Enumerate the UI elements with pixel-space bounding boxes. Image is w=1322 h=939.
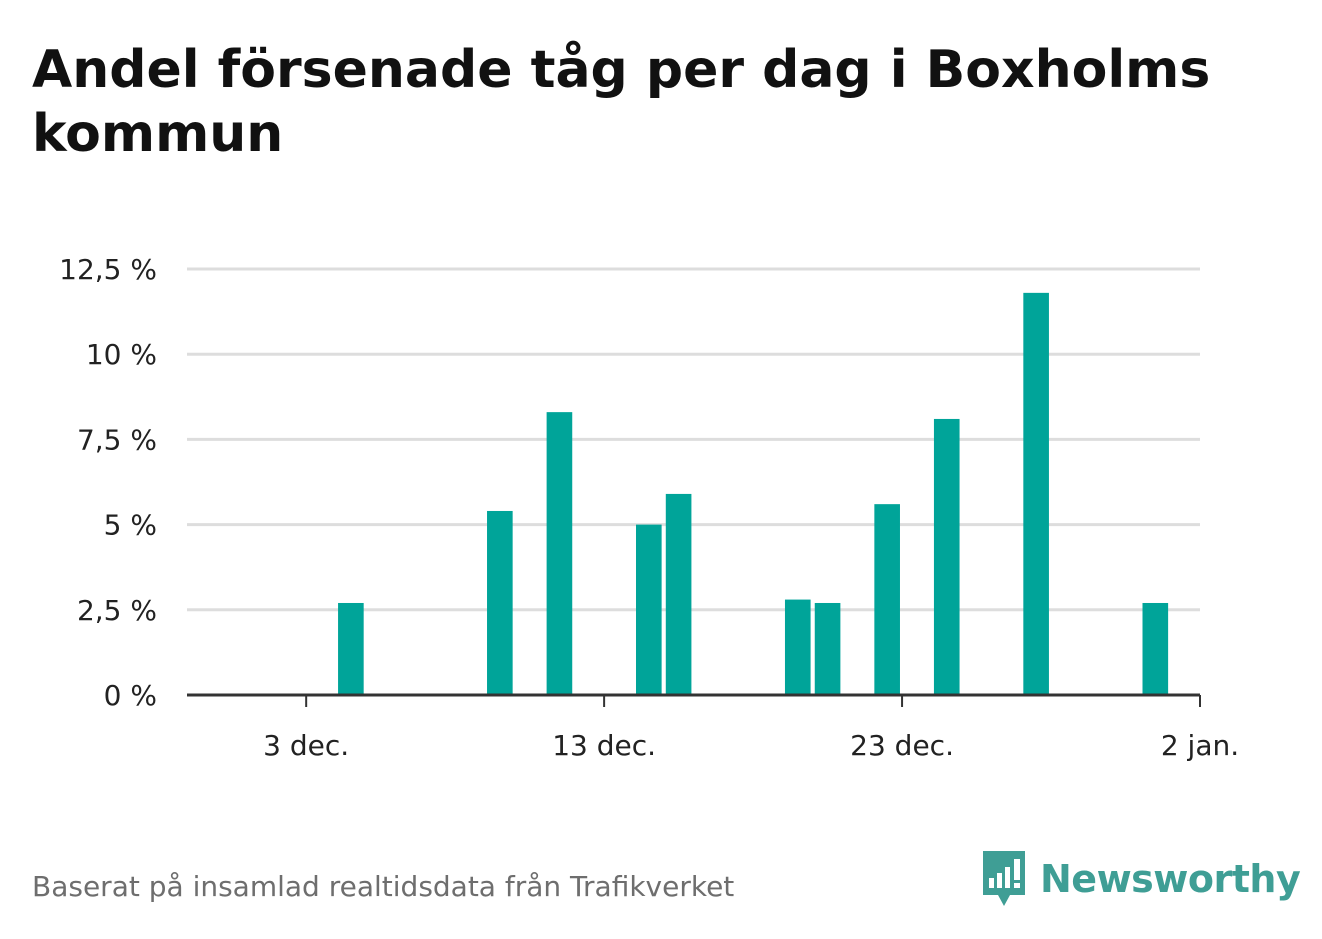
bar (1142, 602, 1169, 695)
bar (665, 493, 692, 695)
x-tick-label: 2 jan. (1161, 729, 1239, 762)
chart-title: Andel försenade tåg per dag i Boxholms k… (32, 40, 1211, 164)
y-tick-label: 7,5 % (77, 423, 157, 456)
bar (338, 602, 364, 695)
y-tick-label: 10 % (86, 338, 157, 371)
bar (546, 412, 573, 695)
y-tick-label: 2,5 % (77, 594, 157, 627)
y-tick-label: 0 % (104, 679, 157, 712)
bar (784, 599, 811, 695)
y-tick-label: 12,5 % (59, 253, 157, 286)
y-tick-label: 5 % (104, 509, 157, 542)
x-tick-label: 13 dec. (552, 729, 656, 762)
x-tick-label: 3 dec. (263, 729, 349, 762)
source-note: Baserat på insamlad realtidsdata från Tr… (32, 870, 735, 903)
x-tick-label: 23 dec. (850, 729, 954, 762)
bar (874, 504, 900, 695)
bar (635, 524, 662, 695)
newsworthy-logo-icon (983, 851, 1025, 906)
bar (1023, 292, 1049, 695)
bar-chart: 0 % 2,5 % 5 % 7,5 % 10 % 12,5 % 3 dec. 13 dec. 2… (59, 253, 1239, 762)
brand-name: Newsworthy (1040, 857, 1301, 901)
bar (487, 510, 513, 695)
bar (814, 602, 841, 695)
bar (933, 418, 960, 695)
brand-logo[interactable]: Newsworthy (980, 848, 1301, 910)
